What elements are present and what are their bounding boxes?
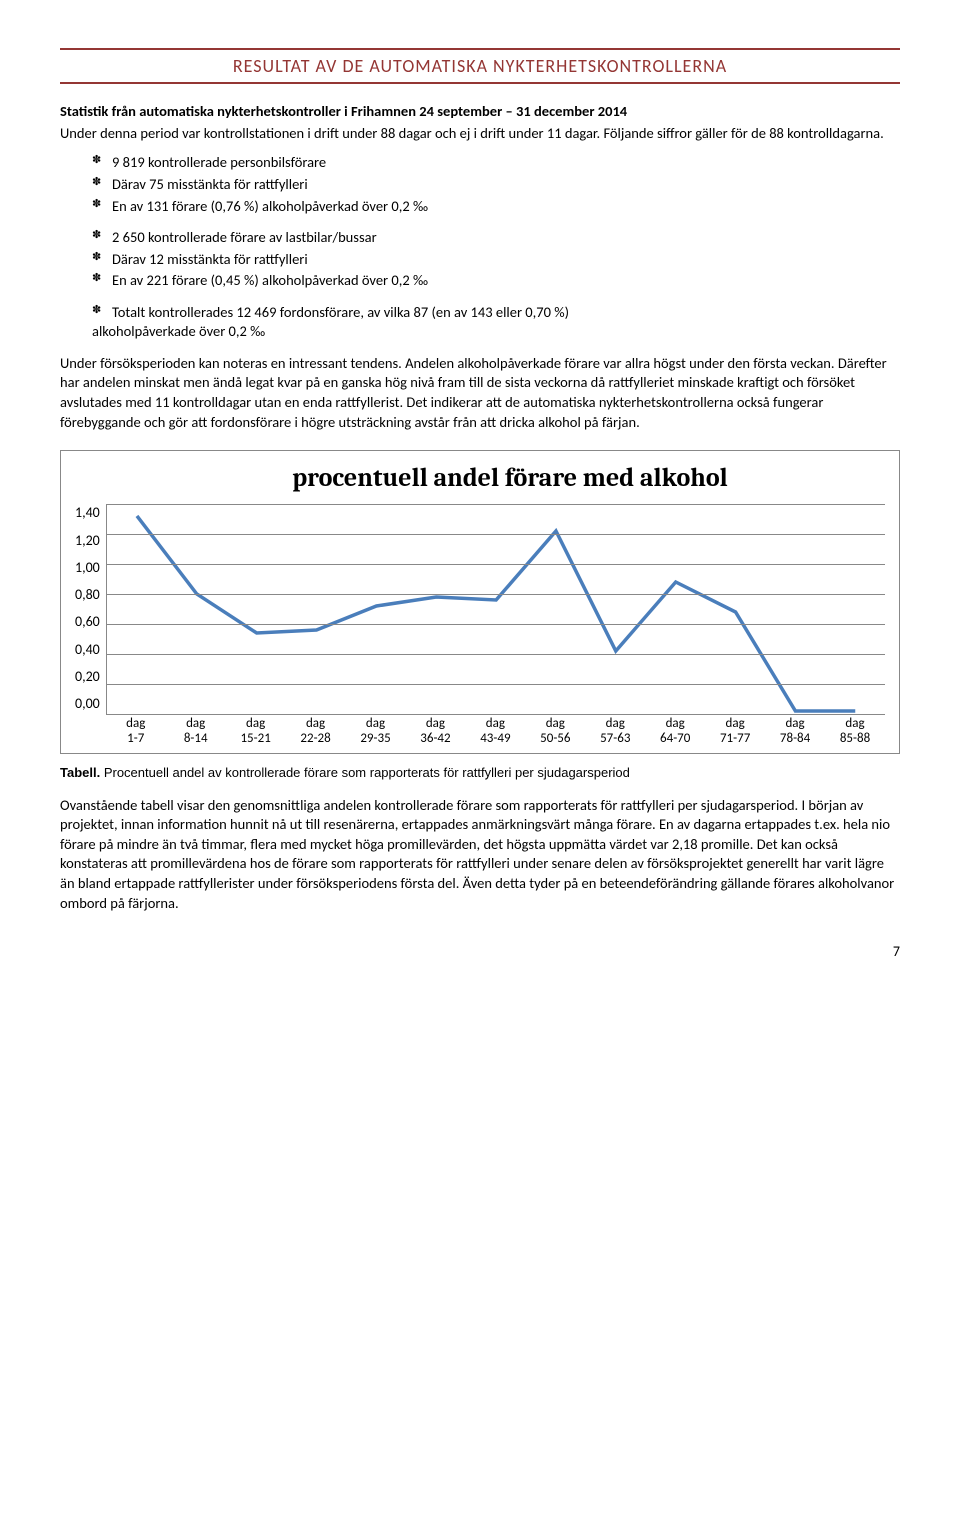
chart-title: procentuell andel förare med alkohol [135, 461, 885, 496]
page-subtitle: Statistik från automatiska nykterhetskon… [60, 102, 900, 122]
x-tick: dag29-35 [346, 717, 406, 747]
line-chart-svg [107, 504, 885, 714]
section-header: RESULTAT AV DE AUTOMATISKA NYKTERHETSKON… [60, 48, 900, 84]
y-tick: 1,20 [75, 532, 100, 551]
chart-container: procentuell andel förare med alkohol 1,4… [60, 450, 900, 754]
x-tick: dag78-84 [765, 717, 825, 747]
x-tick: dag8-14 [166, 717, 226, 747]
body-paragraph-1: Under försöksperioden kan noteras en int… [60, 354, 900, 432]
y-tick: 1,40 [75, 504, 100, 523]
list-item: 2 650 kontrollerade förare av lastbilar/… [92, 228, 900, 248]
y-tick: 1,00 [75, 559, 100, 578]
plot-wrap: dag1-7dag8-14dag15-21dag22-28dag29-35dag… [106, 504, 885, 747]
x-axis: dag1-7dag8-14dag15-21dag22-28dag29-35dag… [106, 717, 885, 747]
body-paragraph-2: Ovanstående tabell visar den genomsnittl… [60, 796, 900, 913]
bullet-group-2: 2 650 kontrollerade förare av lastbilar/… [60, 228, 900, 291]
chart-plot: 1,40 1,20 1,00 0,80 0,60 0,40 0,20 0,00 … [75, 504, 885, 747]
bullet-group-3: Totalt kontrollerades 12 469 fordonsföra… [60, 303, 900, 342]
y-tick: 0,20 [75, 668, 100, 687]
x-tick: dag57-63 [585, 717, 645, 747]
list-item: En av 131 förare (0,76 %) alkoholpåverka… [92, 197, 900, 217]
y-tick: 0,40 [75, 641, 100, 660]
x-tick: dag36-42 [405, 717, 465, 747]
bullet-continuation: alkoholpåverkade över 0,2 ‰ [92, 322, 900, 342]
list-item: Totalt kontrollerades 12 469 fordonsföra… [92, 303, 900, 342]
x-tick: dag50-56 [525, 717, 585, 747]
x-tick: dag85-88 [825, 717, 885, 747]
bullet-group-1: 9 819 kontrollerade personbilsförare Där… [60, 153, 900, 216]
x-tick: dag15-21 [226, 717, 286, 747]
caption-text: Procentuell andel av kontrollerade förar… [100, 765, 630, 780]
y-tick: 0,80 [75, 586, 100, 605]
chart-caption: Tabell. Procentuell andel av kontrollera… [60, 764, 900, 782]
x-tick: dag64-70 [645, 717, 705, 747]
y-tick: 0,00 [75, 695, 100, 714]
intro-text: Under denna period var kontrollstationen… [60, 124, 900, 144]
bullet-text: Totalt kontrollerades 12 469 fordonsföra… [112, 303, 569, 321]
page-number: 7 [60, 943, 900, 962]
list-item: 9 819 kontrollerade personbilsförare [92, 153, 900, 173]
x-tick: dag22-28 [286, 717, 346, 747]
list-item: Därav 75 misstänkta för rattfylleri [92, 175, 900, 195]
x-tick: dag43-49 [465, 717, 525, 747]
plot-area [106, 504, 885, 715]
list-item: Därav 12 misstänkta för rattfylleri [92, 250, 900, 270]
y-tick: 0,60 [75, 613, 100, 632]
list-item: En av 221 förare (0,45 %) alkoholpåverka… [92, 271, 900, 291]
x-tick: dag1-7 [106, 717, 166, 747]
x-tick: dag71-77 [705, 717, 765, 747]
caption-label: Tabell. [60, 765, 100, 780]
y-axis: 1,40 1,20 1,00 0,80 0,60 0,40 0,20 0,00 [75, 504, 106, 714]
